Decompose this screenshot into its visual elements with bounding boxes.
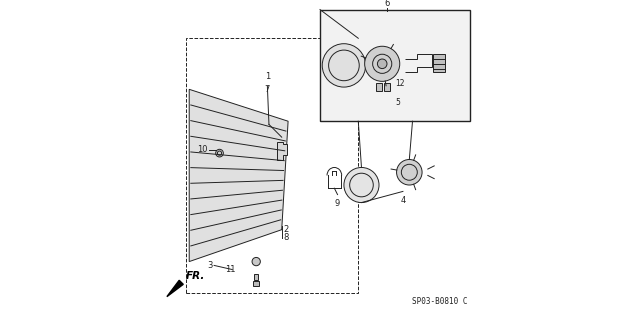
Text: 2: 2 — [284, 226, 289, 234]
Polygon shape — [277, 142, 287, 160]
Bar — [384, 83, 390, 91]
Polygon shape — [167, 280, 183, 297]
Circle shape — [216, 149, 223, 157]
Bar — [320, 10, 470, 121]
Text: 8: 8 — [284, 234, 289, 242]
Text: 12: 12 — [395, 79, 404, 88]
Text: SP03-B0810 C: SP03-B0810 C — [412, 297, 467, 306]
Bar — [186, 38, 358, 293]
Text: 6: 6 — [384, 0, 390, 8]
Circle shape — [322, 44, 365, 87]
Bar — [253, 281, 259, 286]
Circle shape — [344, 167, 379, 203]
Bar — [254, 274, 259, 280]
Text: 7: 7 — [265, 85, 270, 94]
Text: 1: 1 — [265, 72, 270, 81]
Text: 3: 3 — [208, 261, 213, 270]
Circle shape — [397, 160, 422, 185]
Circle shape — [365, 46, 400, 81]
Text: 5: 5 — [395, 98, 400, 107]
Bar — [433, 54, 445, 72]
Text: 11: 11 — [225, 265, 236, 274]
Text: 4: 4 — [400, 196, 406, 205]
Bar — [376, 83, 382, 91]
Text: 10: 10 — [197, 145, 208, 154]
Circle shape — [378, 59, 387, 69]
Text: FR.: FR. — [186, 271, 205, 281]
Text: 9: 9 — [335, 199, 340, 208]
Polygon shape — [189, 89, 288, 262]
Circle shape — [252, 257, 260, 266]
